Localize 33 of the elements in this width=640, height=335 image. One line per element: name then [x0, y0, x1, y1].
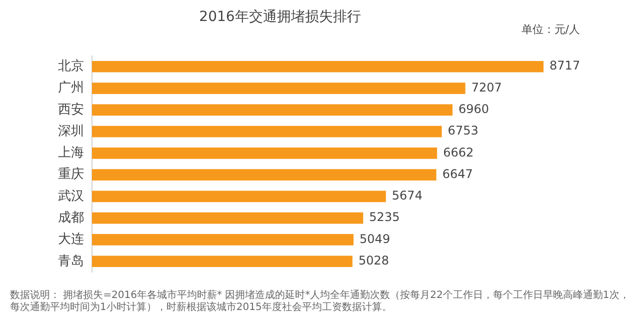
- data-label: 7207: [471, 80, 502, 94]
- text: 数据说明： 拥堵损失=2016年各城市平均时薪* 因拥堵造成的延时*人均全年通勤次数（按每月22个工作日，每个工作日早晚高峰通勤1次，每次通勤平均时间为1小时计算），时薪根据该城市2015年度社会平均工资数据计算。: [10, 290, 630, 314]
- y-tick-label: 西安: [58, 101, 84, 118]
- bar: [92, 126, 442, 138]
- y-tick-label: 广州: [58, 80, 84, 96]
- y-tick-label: 青岛: [58, 254, 84, 269]
- y-tick-label: 武汉: [58, 188, 84, 204]
- text: 单位：元/人: [521, 22, 580, 37]
- bar: [92, 169, 436, 180]
- bar: [92, 256, 352, 268]
- data-label: 6662: [443, 145, 474, 160]
- data-label: 6960: [458, 102, 490, 116]
- data-label: 5674: [392, 188, 422, 203]
- y-tick-label: 大连: [58, 232, 84, 248]
- bar: [92, 60, 544, 72]
- y-tick-label: 上海: [58, 146, 84, 161]
- data-label: 5049: [360, 232, 390, 246]
- data-label: 8717: [550, 58, 580, 73]
- chart-title: 2016年交通拥堵损失排行: [199, 9, 361, 25]
- bar: [92, 148, 438, 159]
- bar: [92, 104, 453, 116]
- data-label: 6647: [442, 166, 473, 181]
- bar: [92, 82, 466, 94]
- bar: [92, 212, 364, 224]
- y-tick-label: 北京: [58, 58, 84, 74]
- y-tick-label: 重庆: [58, 167, 84, 182]
- data-label: 5028: [358, 254, 389, 268]
- bar: [92, 234, 354, 246]
- data-label: 5235: [369, 210, 400, 224]
- y-tick-label: 成都: [58, 210, 84, 226]
- y-tick-label: 深圳: [58, 124, 84, 139]
- bar: [92, 190, 386, 202]
- data-label: 6753: [448, 124, 478, 138]
